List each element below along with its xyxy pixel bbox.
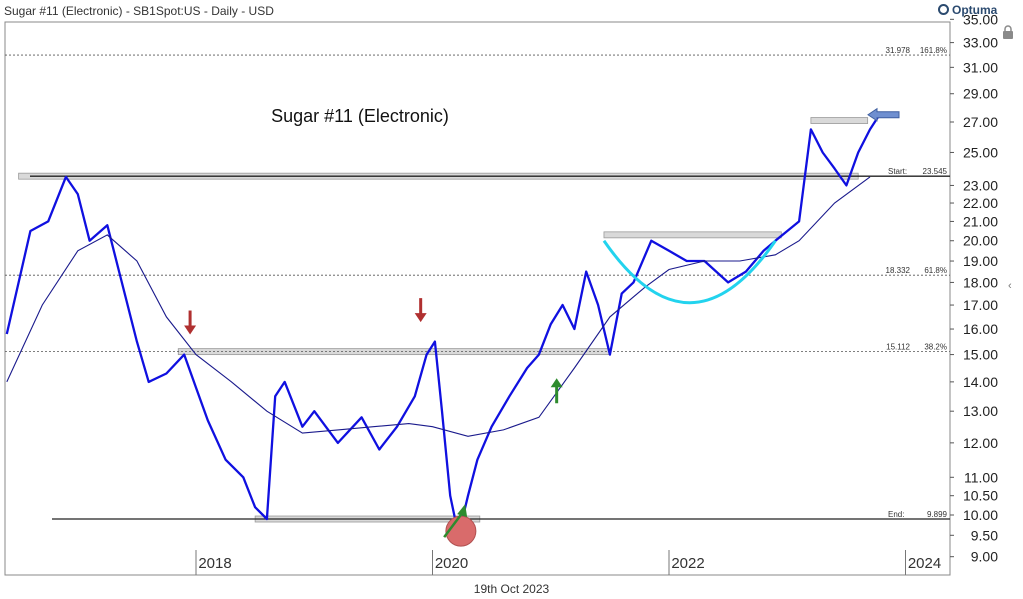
y-tick-label: 17.00: [963, 297, 998, 313]
fib-value: 18.332: [886, 266, 911, 275]
y-tick-label: 22.00: [963, 195, 998, 211]
zone-box: [810, 117, 869, 124]
y-tick-label: 13.00: [963, 403, 998, 419]
fib-value: 31.978: [886, 46, 911, 55]
y-tick-label: 9.00: [971, 549, 998, 565]
low-marker: [445, 515, 477, 547]
rebound-arrow-shaft: [443, 512, 464, 538]
y-tick-label: 29.00: [963, 86, 998, 102]
annotations: [184, 107, 900, 547]
end-label: End:: [888, 510, 904, 519]
plot-border: [4, 21, 951, 576]
rebound-arrow-icon: [457, 504, 468, 518]
chart-frame: [4, 21, 951, 576]
x-tick-label: 2024: [908, 555, 941, 572]
start-label: Start:: [888, 167, 907, 176]
consolidation-zones: [18, 117, 869, 523]
y-tick-label: 14.00: [963, 374, 998, 390]
y-tick-label: 10.00: [963, 507, 998, 523]
chevron-left-icon[interactable]: ‹: [1008, 280, 1012, 292]
x-tick-label: 2022: [671, 555, 704, 572]
cup-arc: [602, 239, 777, 305]
y-tick-label: 12.00: [963, 435, 998, 451]
zone-box: [603, 231, 782, 239]
axes: 35.00 33.00 31.00 29.00 27.00 25.00 23.00 22.00…: [195, 11, 998, 575]
start-value: 23.545: [923, 167, 948, 176]
down-arrow-icon: [184, 325, 197, 335]
current-price-pointer-icon: [867, 107, 900, 122]
y-tick-label: 31.00: [963, 59, 998, 75]
fib-pct: 38.2%: [924, 343, 947, 352]
y-tick-label: 27.00: [963, 114, 998, 130]
y-tick-label: 10.50: [963, 488, 998, 504]
chart-title: Sugar #11 (Electronic): [271, 106, 449, 126]
optuma-logo-icon: [938, 4, 949, 15]
x-tick-label: 2018: [198, 555, 231, 572]
chart-header: Sugar #11 (Electronic) - SB1Spot:US - Da…: [0, 0, 1023, 22]
fib-pct: 61.8%: [924, 266, 947, 275]
y-tick-label: 35.00: [963, 11, 998, 27]
y-tick-label: 20.00: [963, 233, 998, 249]
up-arrow-icon: [550, 378, 563, 388]
instrument-title: Sugar #11 (Electronic) - SB1Spot:US - Da…: [4, 4, 274, 18]
y-tick-label: 25.00: [963, 144, 998, 160]
optuma-logo: Optuma: [938, 3, 997, 17]
lock-icon[interactable]: [1002, 25, 1014, 39]
y-tick-label: 15.00: [963, 347, 998, 363]
fib-value: 15.112: [886, 343, 910, 352]
down-arrow-icon: [414, 313, 427, 323]
y-tick-label: 19.00: [963, 253, 998, 269]
y-tick-label: 23.00: [963, 177, 998, 193]
y-tick-label: 11.00: [964, 469, 998, 485]
chart-date: 19th Oct 2023: [473, 582, 550, 596]
fib-levels: Start: 23.545 End: 9.899 31.978 161.8% 18.332 6…: [5, 46, 950, 520]
y-tick-label: 9.50: [971, 527, 998, 543]
y-tick-label: 16.00: [963, 321, 998, 337]
end-value: 9.899: [927, 510, 948, 519]
y-tick-label: 18.00: [963, 274, 998, 290]
x-tick-label: 2020: [435, 555, 468, 572]
fib-pct: 161.8%: [920, 46, 947, 55]
y-tick-label: 33.00: [963, 35, 998, 51]
logo-text: Optuma: [952, 3, 998, 17]
y-tick-label: 21.00: [963, 213, 998, 229]
moving-average-line: [6, 176, 871, 437]
